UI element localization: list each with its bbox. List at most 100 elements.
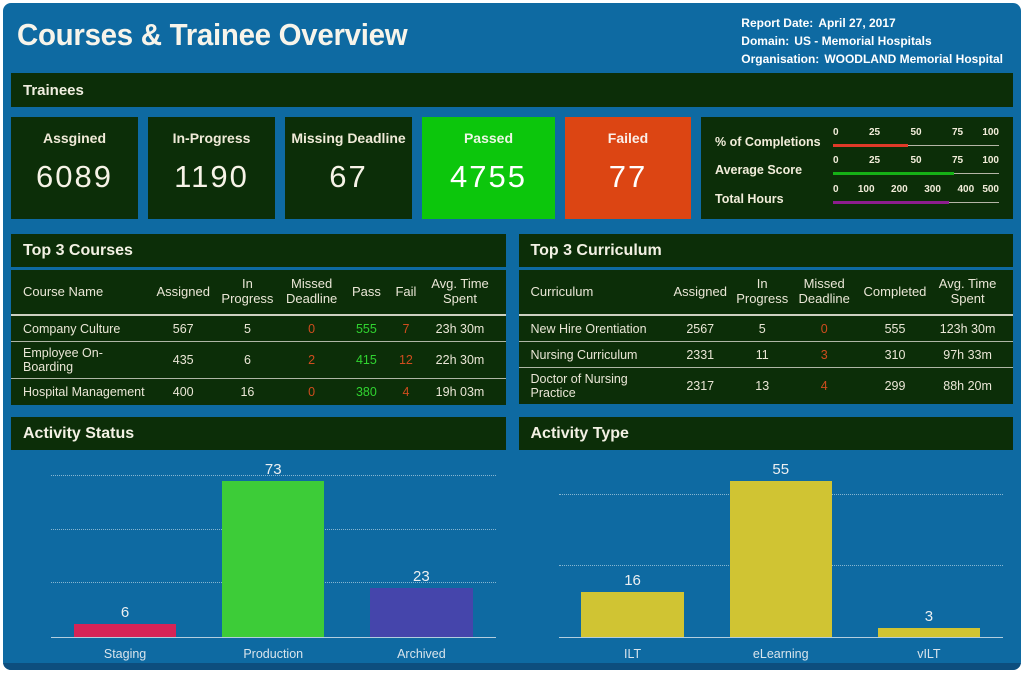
bar-vilt[interactable] — [877, 628, 980, 637]
col-in-progress: In Progress — [221, 276, 274, 306]
cell-assigned: 400 — [172, 385, 194, 399]
report-line-report-date: Report Date: April 27, 2017 — [741, 14, 1003, 32]
cell-fail: 4 — [402, 385, 410, 399]
top-3-curriculum-panel: Top 3 Curriculum Curriculum Assigned In Pr… — [518, 234, 1014, 405]
gauge-tick: 50 — [910, 126, 922, 138]
table-row[interactable]: New Hire Orentiation 2567 5 0 555 123h 30m — [518, 316, 1013, 342]
gauge-tick: 75 — [951, 155, 964, 167]
activity-type-title: Activity Type — [518, 417, 1013, 450]
col-missed-deadline: Missed Deadline — [798, 276, 850, 306]
gauge-tick: 25 — [868, 126, 881, 138]
bar-value-label: 3 — [924, 608, 934, 626]
cell-missed-deadline: 2 — [308, 353, 316, 367]
kpi-value: 4755 — [450, 159, 527, 194]
kpi-label: Failed — [607, 130, 649, 146]
cell-course-name: Employee On-Boarding — [23, 346, 103, 374]
gauge-scale: 0 25 50 75 100 — [833, 127, 999, 152]
cell-pass: 380 — [355, 385, 377, 399]
gauge-tick: 0 — [833, 155, 839, 167]
top-3-curriculum-table: Curriculum Assigned In Progress Missed Dead… — [518, 270, 1014, 404]
bar-slot-production: 73 — [222, 455, 325, 637]
kpi-card-passed[interactable]: Passed 4755 — [422, 117, 555, 219]
kpi-value: 6089 — [36, 159, 113, 194]
bar-slot-ilt: 16 — [581, 455, 684, 637]
page-title: Courses & Trainee Overview — [17, 17, 408, 52]
kpi-label: Passed — [463, 130, 514, 146]
report-label: Organisation: — [741, 52, 820, 66]
kpi-card-assgined[interactable]: Assgined 6089 — [11, 117, 138, 219]
bar-slot-elearning: 55 — [729, 455, 832, 637]
report-label: Domain: — [741, 34, 790, 48]
table-row[interactable]: Doctor of Nursing Practice 2317 13 4 299 88h … — [519, 368, 1014, 404]
cell-in-progress: 5 — [243, 321, 251, 336]
kpi-label: Missing Deadline — [291, 130, 406, 146]
table-row[interactable]: Company Culture 567 5 0 555 7 23h 30m — [11, 316, 506, 342]
gauge-fill — [833, 172, 955, 176]
kpi-label: Assgined — [42, 130, 106, 146]
kpi-card-failed[interactable]: Failed 77 — [565, 117, 691, 219]
bar-production[interactable] — [222, 480, 325, 637]
bar-value-label: 73 — [264, 460, 282, 478]
col-avg-time-spent: Avg. Time Spent — [431, 276, 489, 306]
report-value: US - Memorial Hospitals — [794, 34, 932, 48]
cell-missed-deadline: 0 — [308, 385, 316, 399]
charts-row: Activity Status 6 73 23 Staging Production Ar… — [11, 417, 1013, 661]
panel-title-text: Activity Status — [23, 424, 135, 442]
kpi-card-in-progress[interactable]: In-Progress 1190 — [148, 117, 275, 219]
gauge-tick: 25 — [868, 155, 881, 167]
category-label-staging: Staging — [103, 647, 147, 661]
cell-assigned: 2331 — [686, 347, 715, 362]
trainees-section-header: Trainees — [11, 73, 1013, 107]
cell-assigned: 567 — [172, 321, 194, 336]
cell-missed-deadline: 3 — [820, 347, 828, 362]
activity-type-chart: 16 55 3 ILT eLearning vILT — [519, 453, 1014, 661]
col-fail: Fail — [395, 283, 417, 299]
category-label-ilt: ILT — [624, 647, 642, 661]
activity-status-chart: 6 73 23 Staging Production Archived — [11, 453, 506, 661]
bar-staging[interactable] — [73, 624, 177, 637]
bar-elearning[interactable] — [729, 480, 832, 637]
trainees-section-title: Trainees — [23, 81, 84, 99]
gauge-fill — [833, 143, 908, 147]
panel-title-text: Activity Type — [530, 424, 629, 442]
bars: 6 73 23 — [51, 455, 496, 637]
report-line-organisation: Organisation: WOODLAND Memorial Hospital — [741, 50, 1003, 68]
report-value: WOODLAND Memorial Hospital — [824, 52, 1003, 66]
category-label-production: Production — [243, 647, 304, 661]
cell-avg-time-spent: 23h 30m — [435, 321, 485, 336]
top-3-courses-title: Top 3 Courses — [11, 234, 506, 267]
header: Courses & Trainee Overview Report Date: A… — [3, 3, 1021, 69]
kpi-value: 67 — [329, 159, 368, 194]
gauge-of-completions: % of Completions 0 25 50 75 100 — [715, 127, 999, 152]
col-avg-time-spent: Avg. Time Spent — [938, 276, 997, 306]
category-labels: Staging Production Archived — [51, 647, 496, 661]
gauge-tick: 0 — [833, 184, 839, 196]
category-labels: ILT eLearning vILT — [559, 647, 1004, 661]
cell-missed-deadline: 0 — [308, 321, 316, 336]
cell-avg-time-spent: 97h 33m — [943, 347, 992, 362]
top-3-courses-panel: Top 3 Courses Course Name Assigned In Prog… — [11, 234, 506, 405]
gauge-label: Total Hours — [715, 192, 784, 207]
bar-value-label: 6 — [120, 604, 130, 622]
table-row[interactable]: Employee On-Boarding 435 6 2 415 12 22h 30m — [11, 342, 506, 379]
bar-ilt[interactable] — [581, 591, 684, 637]
tables-row: Top 3 Courses Course Name Assigned In Prog… — [11, 234, 1013, 405]
report-info: Report Date: April 27, 2017 Domain: US - Me… — [741, 14, 1003, 68]
completion-gauges-panel: % of Completions 0 25 50 75 100 Average Score 0… — [701, 117, 1013, 219]
gauge-tick: 0 — [833, 126, 839, 138]
cell-avg-time-spent: 22h 30m — [435, 353, 485, 367]
table-row[interactable]: Hospital Management 400 16 0 380 4 19h 03m — [11, 379, 506, 405]
gauge-tick: 100 — [982, 155, 999, 167]
table-row[interactable]: Nursing Curriculum 2331 11 3 310 97h 33m — [518, 342, 1013, 368]
gauge-tick: 400 — [957, 184, 975, 196]
bar-archived[interactable] — [370, 587, 473, 637]
bar-slot-archived: 23 — [370, 455, 473, 637]
plot-area: 16 55 3 — [558, 455, 1003, 638]
gauge-scale: 0 100 200 300 400 500 — [833, 184, 999, 209]
top-3-courses-table: Course Name Assigned In Progress Missed Dea… — [11, 270, 506, 405]
cell-course-name: Company Culture — [23, 321, 121, 336]
col-assigned: Assigned — [156, 283, 210, 299]
col-missed-deadline: Missed Deadline — [285, 276, 338, 306]
panel-title-text: Top 3 Courses — [23, 241, 133, 259]
kpi-card-missing-deadline[interactable]: Missing Deadline 67 — [285, 117, 412, 219]
